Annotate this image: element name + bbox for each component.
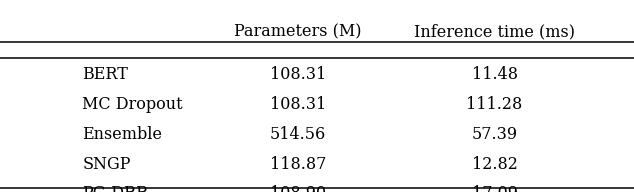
Text: 12.82: 12.82 [472, 156, 517, 173]
Text: PG-DRR: PG-DRR [82, 185, 148, 192]
Text: 108.31: 108.31 [270, 96, 326, 113]
Text: SNGP: SNGP [82, 156, 131, 173]
Text: 57.39: 57.39 [472, 126, 517, 143]
Text: 108.90: 108.90 [270, 185, 326, 192]
Text: MC Dropout: MC Dropout [82, 96, 183, 113]
Text: 111.28: 111.28 [467, 96, 522, 113]
Text: 17.09: 17.09 [472, 185, 517, 192]
Text: 11.48: 11.48 [472, 66, 517, 83]
Text: 514.56: 514.56 [270, 126, 326, 143]
Text: Parameters (M): Parameters (M) [234, 23, 362, 40]
Text: Ensemble: Ensemble [82, 126, 162, 143]
Text: Inference time (ms): Inference time (ms) [414, 23, 575, 40]
Text: 118.87: 118.87 [270, 156, 326, 173]
Text: 108.31: 108.31 [270, 66, 326, 83]
Text: BERT: BERT [82, 66, 128, 83]
